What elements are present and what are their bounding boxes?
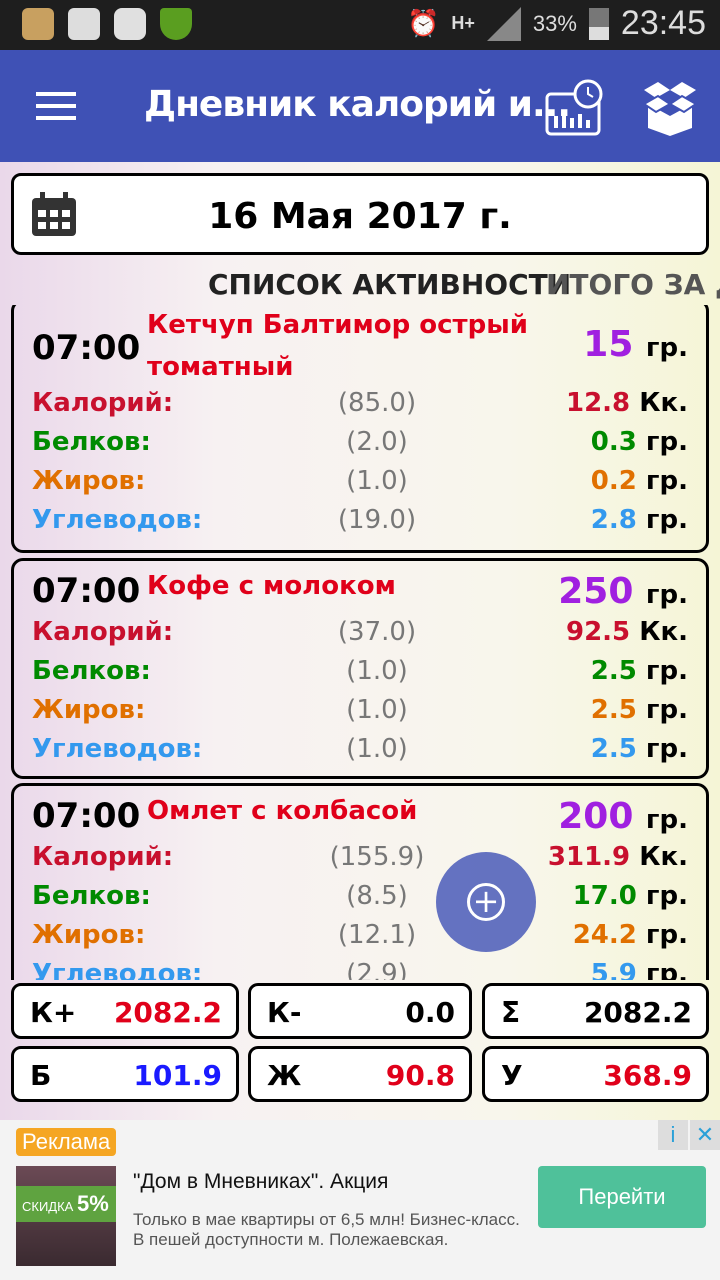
summary-key: Б: [30, 1059, 52, 1092]
summary-key: Ж: [267, 1059, 302, 1092]
battery-icon: [588, 7, 609, 40]
calories-in-box: К+ 2082.2: [11, 983, 239, 1039]
ad-close-icon[interactable]: ✕: [690, 1120, 720, 1150]
signal-icon: [486, 6, 521, 41]
cleaner-icon: [22, 8, 54, 40]
carbs-row: Углеводов: (2.9) 5.9 гр.: [32, 959, 688, 980]
status-bar: ⏰ H+ 33% 23:45: [0, 0, 720, 50]
summary-value: 2082.2: [583, 996, 692, 1029]
entry-name: Омлет с колбасой: [147, 796, 418, 826]
carbs-row: Углеводов: (1.0) 2.5 гр.: [32, 734, 688, 764]
entry-time: 07:00: [32, 796, 141, 836]
protein-row: Белков: (2.0) 0.3 гр.: [32, 427, 688, 457]
date-selector[interactable]: 16 Мая 2017 г.: [11, 173, 709, 255]
entry-card[interactable]: 07:00 Кетчуп Балтимор острый томатный 15…: [11, 305, 709, 553]
tab-day-total[interactable]: ИТОГО ЗА Д: [546, 268, 720, 301]
fat-row: Жиров: (12.1) 24.2 гр.: [32, 920, 688, 950]
plus-icon: +: [467, 883, 505, 921]
protein-total-box: Б 101.9: [11, 1046, 239, 1102]
fat-total-box: Ж 90.8: [248, 1046, 472, 1102]
summary-value: 101.9: [133, 1059, 222, 1092]
tab-activity-list[interactable]: СПИСОК АКТИВНОСТИ: [208, 268, 572, 301]
clock: 23:45: [620, 4, 706, 42]
entry-name: Кофе с молоком: [147, 571, 396, 601]
calories-row: Калорий: (155.9) 311.9 Кк.: [32, 842, 688, 872]
calories-row: Калорий: (37.0) 92.5 Кк.: [32, 617, 688, 647]
network-type: H+: [451, 13, 475, 33]
entry-card[interactable]: 07:00 Омлет с колбасой 200 гр. Калорий:(…: [11, 783, 709, 980]
calories-row: Калорий: (85.0) 12.8 Кк.: [32, 388, 688, 418]
summary-value: 368.9: [603, 1059, 692, 1092]
fat-row: Жиров: (1.0) 0.2 гр.: [32, 466, 688, 496]
alarm-icon: ⏰: [406, 8, 440, 38]
summary-key: У: [501, 1059, 523, 1092]
protein-row: Белков: (1.0) 2.5 гр.: [32, 656, 688, 686]
entry-list[interactable]: 07:00 Кетчуп Балтимор острый томатный 15…: [0, 305, 720, 980]
entry-time: 07:00: [32, 571, 141, 611]
summary-value: 2082.2: [113, 996, 222, 1029]
fat-row: Жиров: (1.0) 2.5 гр.: [32, 695, 688, 725]
ad-title[interactable]: "Дом в Мневниках". Акция: [133, 1170, 389, 1193]
protein-row: Белков: (8.5) 17.0 гр.: [32, 881, 688, 911]
entry-quantity: 250 гр.: [558, 571, 688, 612]
entry-name: Кетчуп Балтимор острый томатный: [147, 310, 528, 382]
carbs-total-box: У 368.9: [482, 1046, 709, 1102]
calendar-icon: [32, 192, 76, 236]
summary-key: К-: [267, 996, 302, 1029]
entry-quantity: 200 гр.: [558, 796, 688, 837]
entry-time: 07:00: [32, 328, 141, 368]
summary-value: 0.0: [405, 996, 455, 1029]
menu-icon[interactable]: [36, 92, 76, 128]
gallery-icon: [68, 8, 100, 40]
ad-info-icon[interactable]: i: [658, 1120, 688, 1150]
ad-go-button[interactable]: Перейти: [538, 1166, 706, 1228]
ad-image[interactable]: СКИДКА 5%: [16, 1166, 116, 1266]
ad-banner[interactable]: Реклама i ✕ СКИДКА 5% "Дом в Мневниках". …: [0, 1120, 720, 1280]
add-entry-button[interactable]: +: [436, 852, 536, 952]
entry-card[interactable]: 07:00 Кофе с молоком 250 гр. Калорий: (37…: [11, 558, 709, 779]
carbs-row: Углеводов: (19.0) 2.8 гр.: [32, 505, 688, 535]
ad-label: Реклама: [16, 1128, 117, 1156]
summary-key: Σ: [501, 996, 521, 1029]
entry-quantity: 15 гр.: [583, 324, 688, 365]
summary-key: К+: [30, 996, 77, 1029]
summary-value: 90.8: [385, 1059, 455, 1092]
app-bar: Дневник калорий и...: [0, 50, 720, 162]
battery-percent: 33%: [532, 10, 577, 36]
smiley-icon: [114, 8, 146, 40]
box-icon[interactable]: [640, 78, 700, 138]
main-content: 16 Мая 2017 г. СПИСОК АКТИВНОСТИ ИТОГО З…: [0, 162, 720, 1120]
selected-date: 16 Мая 2017 г.: [208, 196, 512, 237]
app-title: Дневник калорий и...: [144, 84, 571, 125]
calories-total-box: Σ 2082.2: [482, 983, 709, 1039]
calories-out-box: К- 0.0: [248, 983, 472, 1039]
stats-clock-icon[interactable]: [544, 78, 604, 138]
antivirus-icon: [160, 8, 192, 40]
tab-bar: СПИСОК АКТИВНОСТИ ИТОГО ЗА Д: [0, 268, 720, 304]
ad-description: Только в мае квартиры от 6,5 млн! Бизнес…: [133, 1210, 520, 1249]
